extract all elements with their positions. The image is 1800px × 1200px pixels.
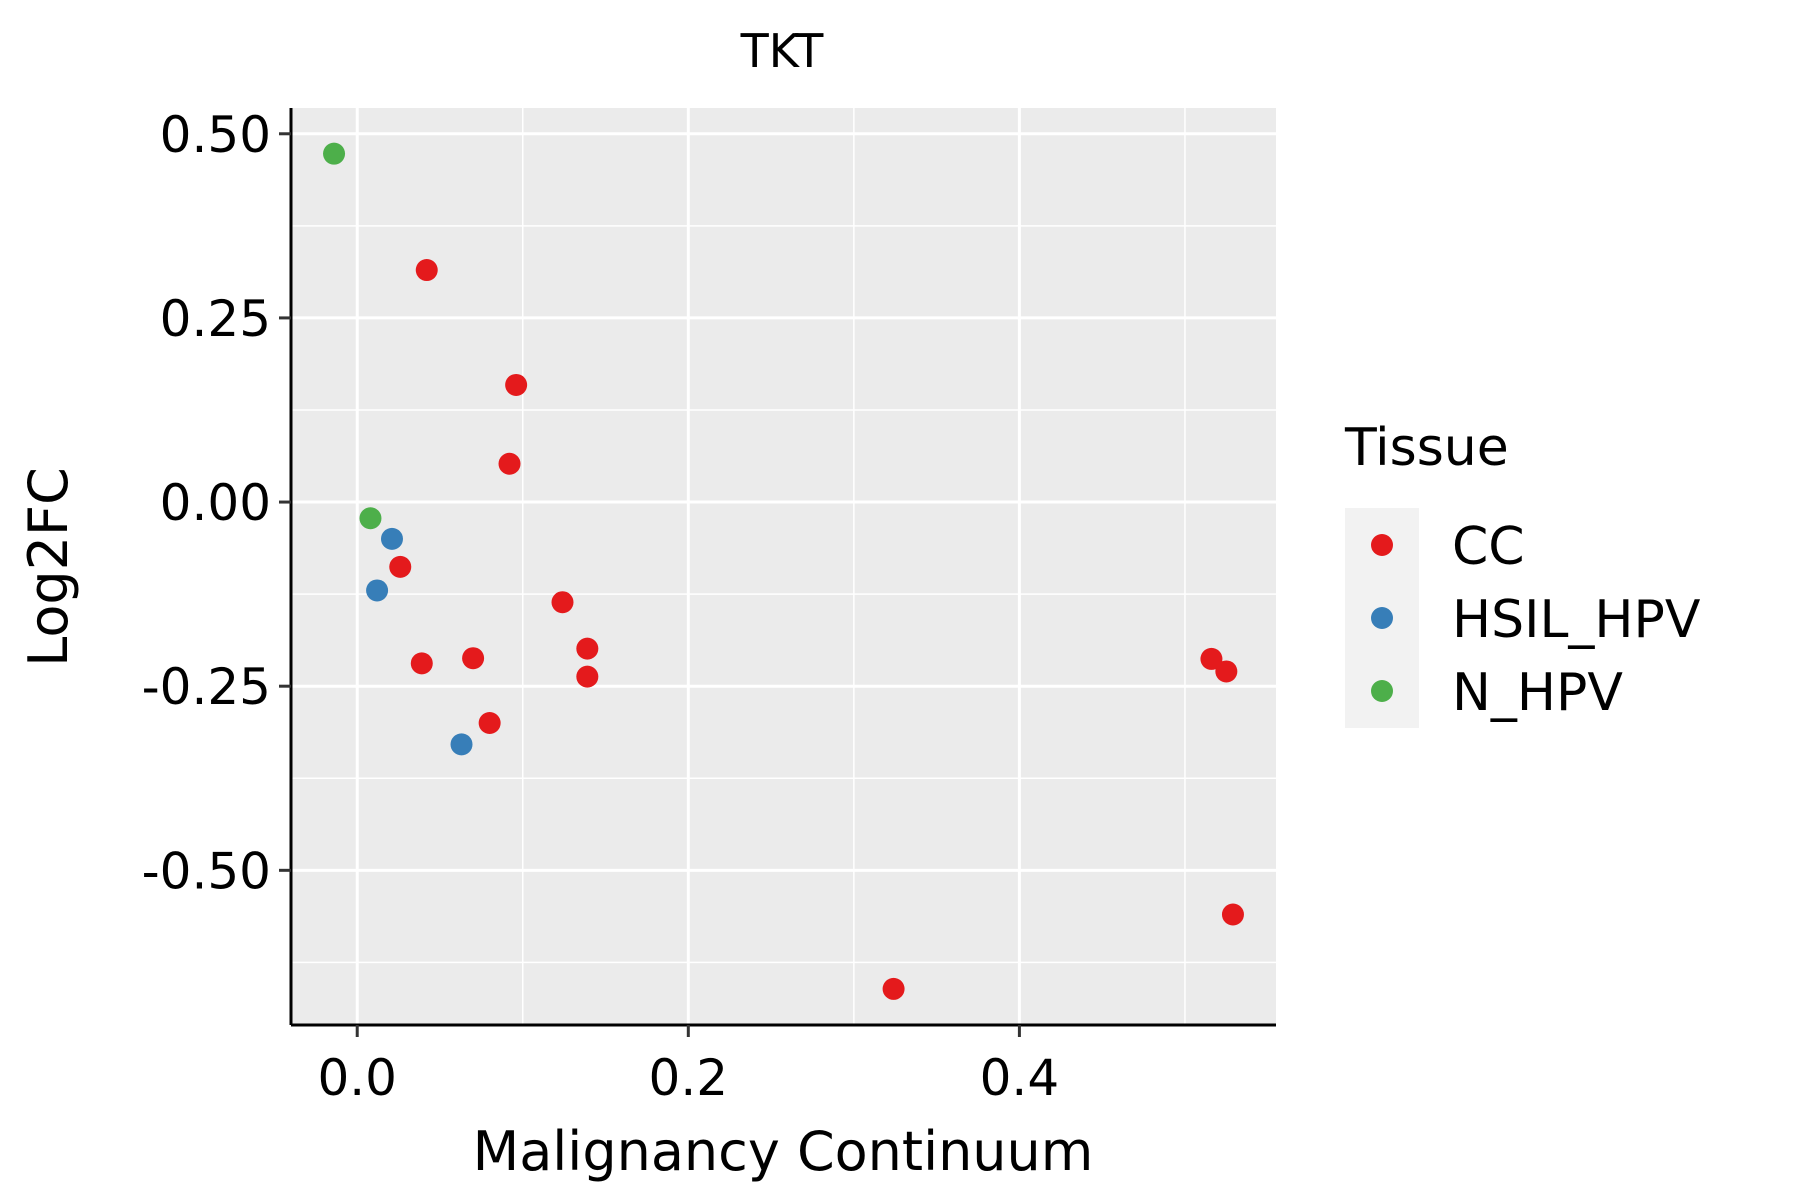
x-axis-ticks: 0.0 0.2 0.4: [317, 1025, 1059, 1107]
data-point-cc: [478, 712, 501, 735]
legend-key-hsil-hpv: [1371, 607, 1393, 629]
legend-key-n-hpv: [1371, 680, 1393, 702]
x-tick-label: 0.0: [317, 1049, 397, 1107]
data-point-cc: [551, 591, 574, 614]
legend: Tissue CC HSIL_HPV N_HPV: [1344, 418, 1701, 728]
legend-title: Tissue: [1344, 418, 1509, 478]
y-tick-label: -0.50: [142, 842, 271, 900]
x-tick-label: 0.4: [980, 1049, 1060, 1107]
y-tick-label: 0.50: [160, 106, 271, 164]
data-point-hsil-hpv: [380, 527, 403, 550]
data-point-cc: [498, 452, 521, 475]
data-point-cc: [1200, 647, 1223, 670]
data-point-cc: [462, 647, 485, 670]
data-point-cc: [1215, 660, 1238, 683]
plot-panel: [291, 108, 1276, 1025]
legend-label: HSIL_HPV: [1452, 590, 1701, 650]
data-point-cc: [1221, 903, 1244, 926]
data-point-cc: [410, 652, 433, 675]
data-point-cc: [505, 373, 528, 396]
x-tick-label: 0.2: [649, 1049, 729, 1107]
chart-title: TKT: [740, 24, 825, 78]
legend-label: N_HPV: [1452, 663, 1623, 723]
data-point-cc: [576, 637, 599, 660]
y-tick-label: 0.25: [160, 290, 271, 348]
data-point-hsil-hpv: [450, 733, 473, 756]
major-grid: [291, 108, 1276, 1025]
y-tick-label: 0.00: [160, 474, 271, 532]
y-tick-label: -0.25: [142, 658, 271, 716]
minor-grid: [291, 108, 1276, 1025]
legend-label: CC: [1452, 517, 1525, 577]
data-point-n-hpv: [359, 507, 382, 530]
data-point-cc: [389, 555, 412, 578]
data-point-cc: [415, 259, 438, 282]
legend-entries: CC HSIL_HPV N_HPV: [1371, 517, 1701, 723]
data-points: [323, 142, 1244, 1000]
y-axis-title: Log2FC: [17, 467, 80, 667]
y-axis-ticks: 0.50 0.25 0.00 -0.25 -0.50: [142, 106, 291, 900]
data-point-hsil-hpv: [366, 579, 389, 602]
data-point-n-hpv: [323, 142, 346, 165]
data-point-cc: [882, 977, 905, 1000]
data-point-cc: [576, 665, 599, 688]
legend-key-cc: [1371, 534, 1393, 556]
x-axis-title: Malignancy Continuum: [473, 1120, 1094, 1183]
